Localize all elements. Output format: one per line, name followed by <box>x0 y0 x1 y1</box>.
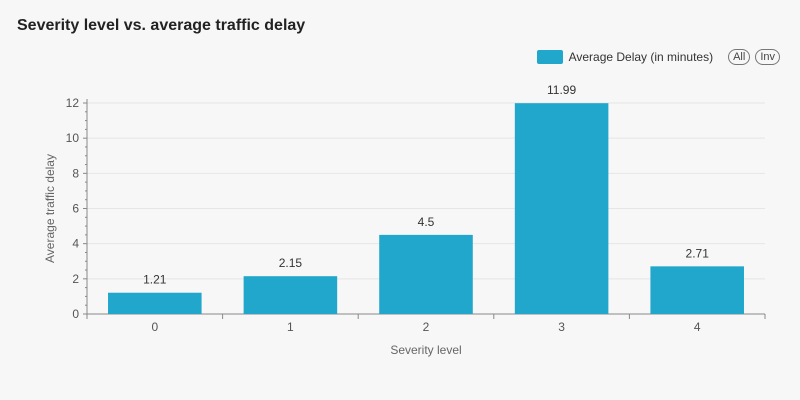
bar <box>108 292 202 314</box>
y-tick-label: 4 <box>72 237 79 251</box>
data-label: 2.71 <box>686 246 710 260</box>
chart-title: Severity level vs. average traffic delay <box>17 17 306 34</box>
x-tick-label: 0 <box>151 320 158 334</box>
legend: Average Delay (in minutes) All Inv <box>536 49 780 65</box>
legend-all-button[interactable]: All <box>728 49 751 65</box>
x-tick-label: 1 <box>287 320 294 334</box>
y-tick-label: 10 <box>66 131 80 145</box>
bar <box>514 103 609 314</box>
y-tick-label: 6 <box>72 202 79 216</box>
y-tick-label: 0 <box>72 307 79 321</box>
data-label: 2.15 <box>279 256 303 270</box>
y-tick-label: 12 <box>66 96 80 110</box>
legend-swatch[interactable] <box>536 50 563 64</box>
bar <box>243 276 338 314</box>
y-tick-label: 2 <box>72 272 79 286</box>
bar <box>379 234 473 314</box>
legend-series-label[interactable]: Average Delay (in minutes) <box>568 50 714 64</box>
data-label: 1.21 <box>143 273 167 287</box>
data-label: 11.99 <box>547 83 576 97</box>
x-tick-label: 3 <box>558 320 565 334</box>
y-tick-label: 8 <box>72 166 79 180</box>
legend-invert-button[interactable]: Inv <box>755 49 780 65</box>
x-axis-title: Severity level <box>390 343 461 357</box>
x-tick-label: 2 <box>423 320 430 334</box>
data-label: 4.5 <box>418 215 435 229</box>
y-axis-title: Average traffic delay <box>43 154 57 263</box>
bar <box>650 266 744 314</box>
x-tick-label: 4 <box>694 320 701 334</box>
